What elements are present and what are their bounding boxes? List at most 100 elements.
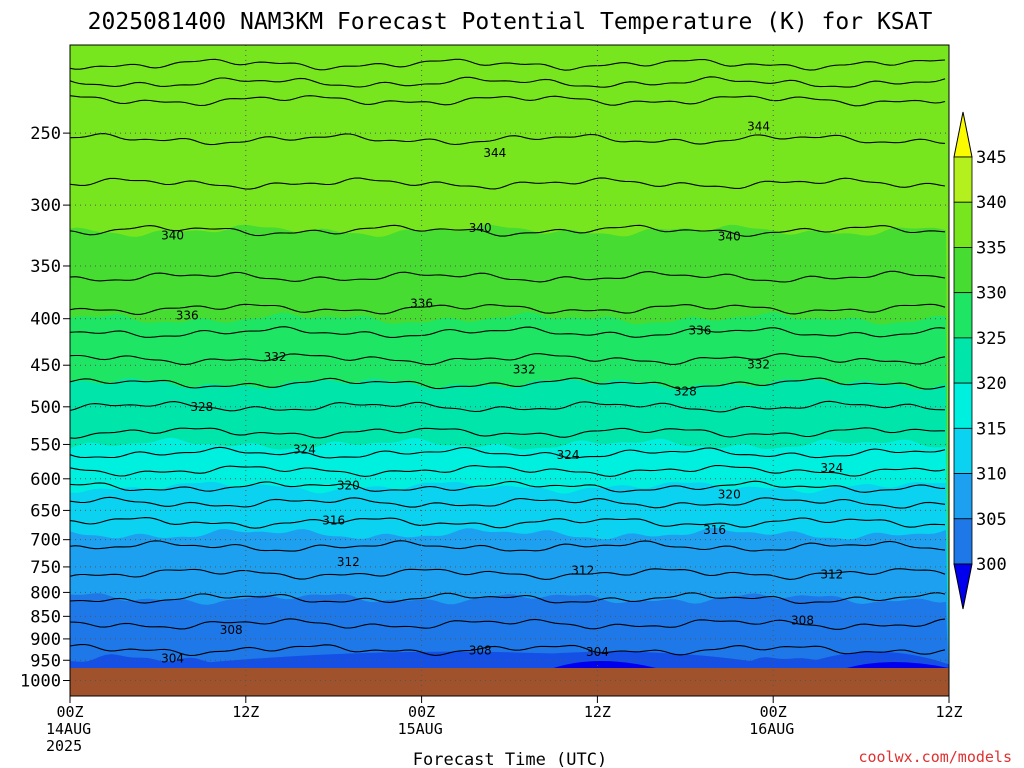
contour-label: 312: [571, 564, 594, 578]
contour-312: [69, 568, 946, 580]
y-tick-label: 950: [30, 651, 61, 671]
temperature-field: [70, 45, 949, 696]
contour-344: [69, 133, 946, 146]
contour-label: 340: [718, 230, 741, 244]
colorbar-label: 315: [976, 419, 1007, 439]
contour-label: 332: [747, 357, 770, 371]
contour-label: 332: [513, 363, 536, 377]
contour-label: 320: [718, 487, 741, 501]
y-tick-label: 900: [30, 630, 61, 650]
contour-346: [69, 95, 946, 107]
x-tick-label: 16AUG: [749, 720, 794, 738]
colorbar-segment: [953, 156, 973, 203]
contour-label: 304: [161, 652, 184, 666]
contour-342: [69, 177, 946, 190]
credit-link[interactable]: coolwx.com/models: [858, 748, 1012, 766]
contour-306: [69, 643, 946, 657]
contour-348: [69, 76, 946, 88]
colorbar-label: 310: [976, 465, 1007, 485]
colorbar-label: 340: [976, 193, 1007, 213]
contour-label: 316: [322, 514, 345, 528]
contour-label: 320: [337, 478, 360, 492]
colorbar-segment: [953, 201, 973, 248]
contour-label: 336: [410, 297, 433, 311]
contour-326: [69, 427, 945, 439]
contour-label: 328: [190, 400, 213, 414]
contour-label: 308: [469, 644, 492, 658]
x-tick-label: 00Z: [56, 703, 83, 721]
colorbar: 300 305 310 315 320 325 330 335 340 345: [953, 111, 1007, 610]
contour-318: [69, 496, 946, 509]
contour-labels: 344 344 340 340 340 336 336 336 332 332 332 328 328 3…: [161, 120, 843, 666]
contour-label: 324: [557, 448, 580, 462]
contour-label: 328: [674, 385, 697, 399]
contour-label: 324: [820, 461, 843, 475]
x-tick-label: 14AUG: [46, 720, 91, 738]
colorbar-label: 330: [976, 284, 1007, 304]
contour-label: 312: [337, 555, 360, 569]
contour-label: 340: [161, 228, 184, 242]
x-tick-label: 12Z: [935, 703, 962, 721]
colorbar-segment: [953, 247, 973, 294]
y-tick-label: 650: [30, 501, 61, 521]
y-tick-label: 850: [30, 607, 61, 627]
contour-328: [69, 400, 946, 413]
x-tick-label: 15AUG: [398, 720, 443, 738]
colorbar-label: 320: [976, 374, 1007, 394]
y-tick-label: 750: [30, 558, 61, 578]
ground-surface: [70, 668, 949, 696]
colorbar-extend-max: [953, 111, 973, 158]
plot-area: 344 344 340 340 340 336 336 336 332 332 332 328 328 3…: [69, 44, 950, 697]
colorbar-extend-min: [953, 563, 973, 610]
x-tick-label: 2025: [46, 737, 82, 755]
y-tick-label: 350: [30, 257, 61, 277]
y-tick-label: 300: [30, 196, 61, 216]
cold-pool: [450, 651, 774, 668]
contour-label: 316: [703, 523, 726, 537]
colorbar-label: 305: [976, 510, 1007, 530]
contour-316: [69, 517, 946, 529]
colorbar-segment: [953, 473, 973, 520]
y-tick-label: 550: [30, 435, 61, 455]
contour-332: [69, 353, 946, 366]
colorbar-segment: [953, 427, 973, 474]
contour-lines: [69, 58, 946, 657]
contour-338: [69, 270, 946, 283]
y-tick-label: 400: [30, 310, 61, 330]
contour-314: [69, 540, 946, 552]
contour-label: 332: [264, 350, 287, 364]
colorbar-label: 300: [976, 555, 1007, 575]
contour-350: [69, 58, 946, 71]
y-tick-label: 700: [30, 531, 61, 551]
colorbar-label: 325: [976, 329, 1007, 349]
y-tick-label: 250: [30, 124, 61, 144]
plot-frame: [69, 44, 950, 697]
contour-334: [69, 326, 946, 338]
contour-label: 304: [586, 645, 609, 659]
cold-pool-core: [846, 662, 949, 668]
x-tick-label: 12Z: [584, 703, 611, 721]
contour-label: 308: [220, 623, 243, 637]
contour-310: [69, 592, 946, 604]
x-tick-label: 00Z: [408, 703, 435, 721]
y-tick-label: 500: [30, 398, 61, 418]
contour-330: [69, 377, 946, 390]
contour-324: [69, 446, 946, 459]
contour-308: [69, 618, 946, 630]
y-tick-label: 450: [30, 356, 61, 376]
y-tick-label: 800: [30, 583, 61, 603]
colorbar-segment: [953, 382, 973, 429]
colorbar-label: 335: [976, 238, 1007, 258]
contour-322: [69, 464, 946, 477]
contour-label: 336: [176, 309, 199, 323]
x-axis-title: Forecast Time (UTC): [413, 750, 607, 768]
contour-label: 324: [293, 442, 316, 456]
contour-336: [69, 303, 946, 315]
contour-label: 340: [469, 221, 492, 235]
contour-340: [69, 224, 946, 237]
x-tick-label: 00Z: [760, 703, 787, 721]
contour-label: 344: [747, 120, 770, 134]
colorbar-label: 345: [976, 148, 1007, 168]
